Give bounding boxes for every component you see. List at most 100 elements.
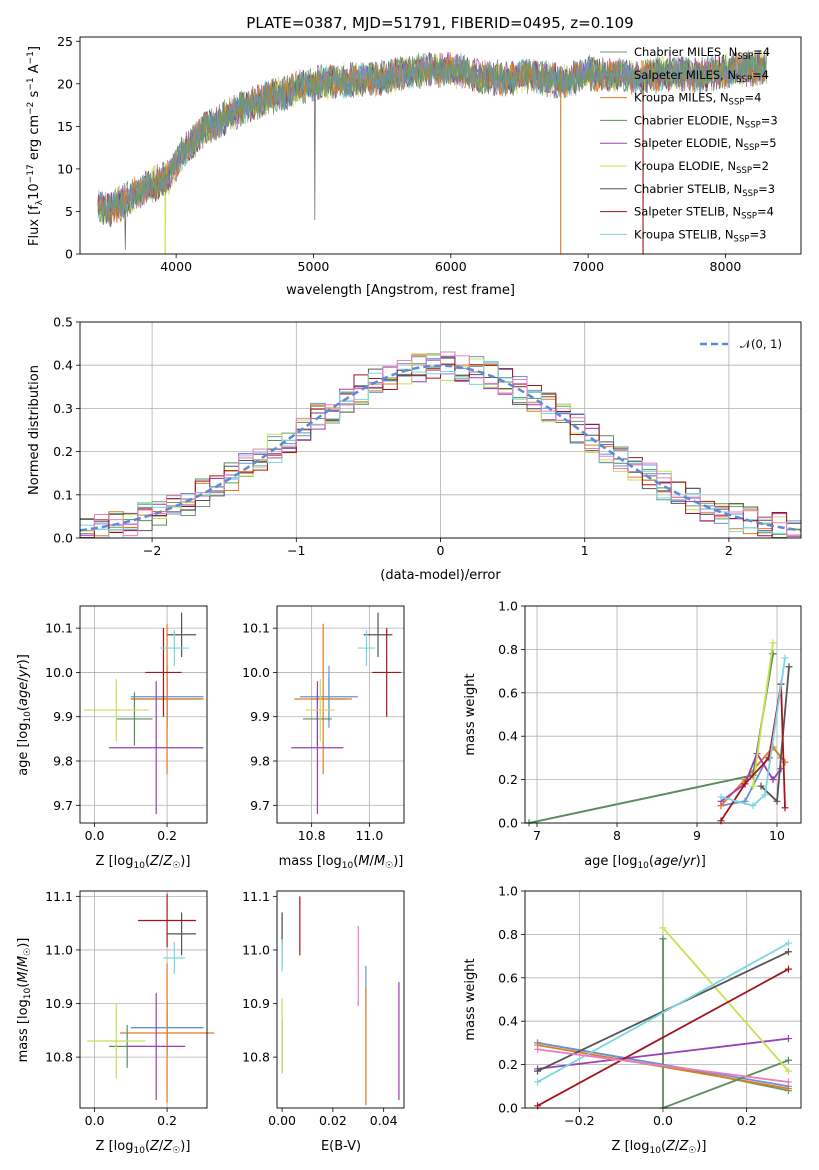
weight-marker	[749, 802, 757, 810]
label-part: ☉	[172, 1146, 180, 1156]
x-tick-label: 6000	[435, 259, 467, 274]
label-part: Z	[665, 1139, 676, 1154]
y-axis-label: mass [log10(M/M☉)]	[16, 938, 33, 1063]
weight-marker	[784, 948, 792, 956]
weight-series-line	[537, 1037, 789, 1070]
legend-sub: SSP	[736, 75, 752, 85]
y-tick-label: 9.8	[53, 754, 73, 769]
label-part: (	[145, 1139, 150, 1154]
weight-series-line	[662, 927, 790, 1072]
y-tick-label: 10.0	[45, 665, 73, 680]
legend-sub: SSP	[741, 212, 757, 222]
label-part: M	[16, 956, 31, 967]
y-tick-label: 0.6	[498, 685, 518, 700]
label-part: mass [log	[279, 854, 342, 869]
label-part: 10	[23, 711, 33, 723]
label-part: )]	[180, 854, 190, 869]
y-tick-label: 10.8	[45, 1050, 73, 1065]
z-mass-panel: 0.0 0.210.810.911.011.1Z [log10(Z/Z☉)]mas…	[16, 889, 215, 1156]
label-part: /	[159, 1139, 164, 1154]
x-tick-label: 0.04	[370, 1113, 398, 1128]
weight-marker	[781, 654, 789, 662]
y-tick-label: 15	[57, 119, 73, 134]
weight-marker	[757, 782, 765, 790]
x-tick-label: 2	[725, 543, 733, 558]
y-tick-label: 0.4	[498, 1014, 518, 1029]
axes-frame	[524, 605, 802, 824]
label-part: ☉	[688, 1146, 696, 1156]
y-axis-label-part: λ	[35, 199, 45, 205]
label-part: (	[649, 854, 654, 869]
label-part: age	[16, 682, 31, 706]
weight-marker	[659, 924, 667, 932]
x-tick-label: 10	[769, 828, 785, 843]
label-part: )]	[16, 938, 31, 948]
x-tick-label: 0	[437, 543, 445, 558]
spectrum-series-line	[97, 50, 767, 219]
label-part: 10	[23, 987, 33, 999]
spectrum-series-line	[97, 51, 767, 224]
legend-entry: Chabrier ELODIE, NSSP=3	[634, 113, 778, 130]
legend-sub: SSP	[744, 143, 760, 153]
legend-count: =2	[752, 159, 769, 173]
weight-marker	[784, 1067, 792, 1075]
label-part: /	[370, 854, 375, 869]
label-part: Z	[162, 854, 173, 869]
figure-title: PLATE=0387, MJD=51791, FIBERID=0495, z=0…	[246, 14, 633, 32]
x-tick-label: 0.0	[85, 1113, 105, 1128]
y-tick-label: 25	[57, 34, 73, 49]
label-part: (	[16, 706, 31, 711]
label-part: yr	[16, 663, 31, 679]
x-tick-label: 7000	[572, 259, 604, 274]
legend-count: =5	[760, 136, 777, 150]
axes-frame	[276, 605, 405, 824]
label-part: age [log	[16, 723, 31, 776]
x-axis-label: (data-model)/error	[380, 568, 501, 583]
x-tick-label: 0.2	[737, 1113, 757, 1128]
legend-sub: SSP	[736, 166, 752, 176]
x-tick-label: 8000	[710, 259, 742, 274]
y-tick-label: 0	[65, 247, 73, 262]
y-tick-label: 10.8	[242, 1050, 270, 1065]
y-tick-label: 0.8	[498, 927, 518, 942]
x-axis-label: Z [log10(Z/Z☉)]	[96, 1139, 191, 1156]
weight-series-line	[537, 1048, 789, 1083]
legend-name: Chabrier STELIB, N	[634, 182, 742, 196]
y-tick-label: 0.8	[498, 642, 518, 657]
x-axis-label: Z [log10(Z/Z☉)]	[612, 1139, 707, 1156]
legend-name: Salpeter ELODIE, N	[634, 136, 744, 150]
label-part: 10	[342, 861, 354, 871]
label-part: M	[374, 854, 385, 869]
legend-count: =4	[744, 91, 761, 105]
y-tick-label: 0.0	[498, 1101, 518, 1116]
x-axis-label: age [log10(age/yr)]	[584, 854, 706, 871]
y-tick-label: 9.7	[250, 798, 270, 813]
axes-frame	[79, 890, 208, 1109]
legend-entry: Salpeter STELIB, NSSP=4	[634, 205, 774, 222]
axes-frame	[524, 890, 802, 1109]
legend-count: =4	[752, 68, 769, 82]
label-part: Z	[149, 1139, 160, 1154]
x-axis-label: mass [log10(M/M☉)]	[279, 854, 404, 871]
weight-series-line	[752, 642, 774, 787]
x-tick-label: 0.0	[85, 828, 105, 843]
x-tick-label: 0.2	[157, 828, 177, 843]
legend-name: Salpeter MILES, N	[634, 68, 736, 82]
age-weight-panel: 7 8 9 10 0.0 0.2 0.4 0.6 0.8 1.0 mass weight age [l…	[463, 599, 802, 871]
x-tick-label: 0.0	[653, 1113, 673, 1128]
axes-frame	[79, 605, 208, 824]
weight-series-line	[537, 942, 789, 1083]
weight-marker	[784, 1056, 792, 1064]
y-tick-label: 0.2	[498, 1057, 518, 1072]
label-part: 10	[637, 861, 649, 871]
y-axis-label-part: −2	[26, 102, 36, 115]
z-age-panel: 0.0 0.29.79.89.910.010.1Z [log10(Z/Z☉)]ag…	[16, 605, 208, 871]
label-part: 10	[649, 1146, 661, 1156]
weight-marker	[749, 782, 757, 790]
legend-entry: Salpeter ELODIE, NSSP=5	[634, 136, 777, 153]
legend-count: =3	[761, 113, 778, 127]
legend-count: =4	[753, 45, 770, 59]
legend-name: Salpeter STELIB, N	[634, 205, 741, 219]
legend-count: =4	[757, 205, 774, 219]
